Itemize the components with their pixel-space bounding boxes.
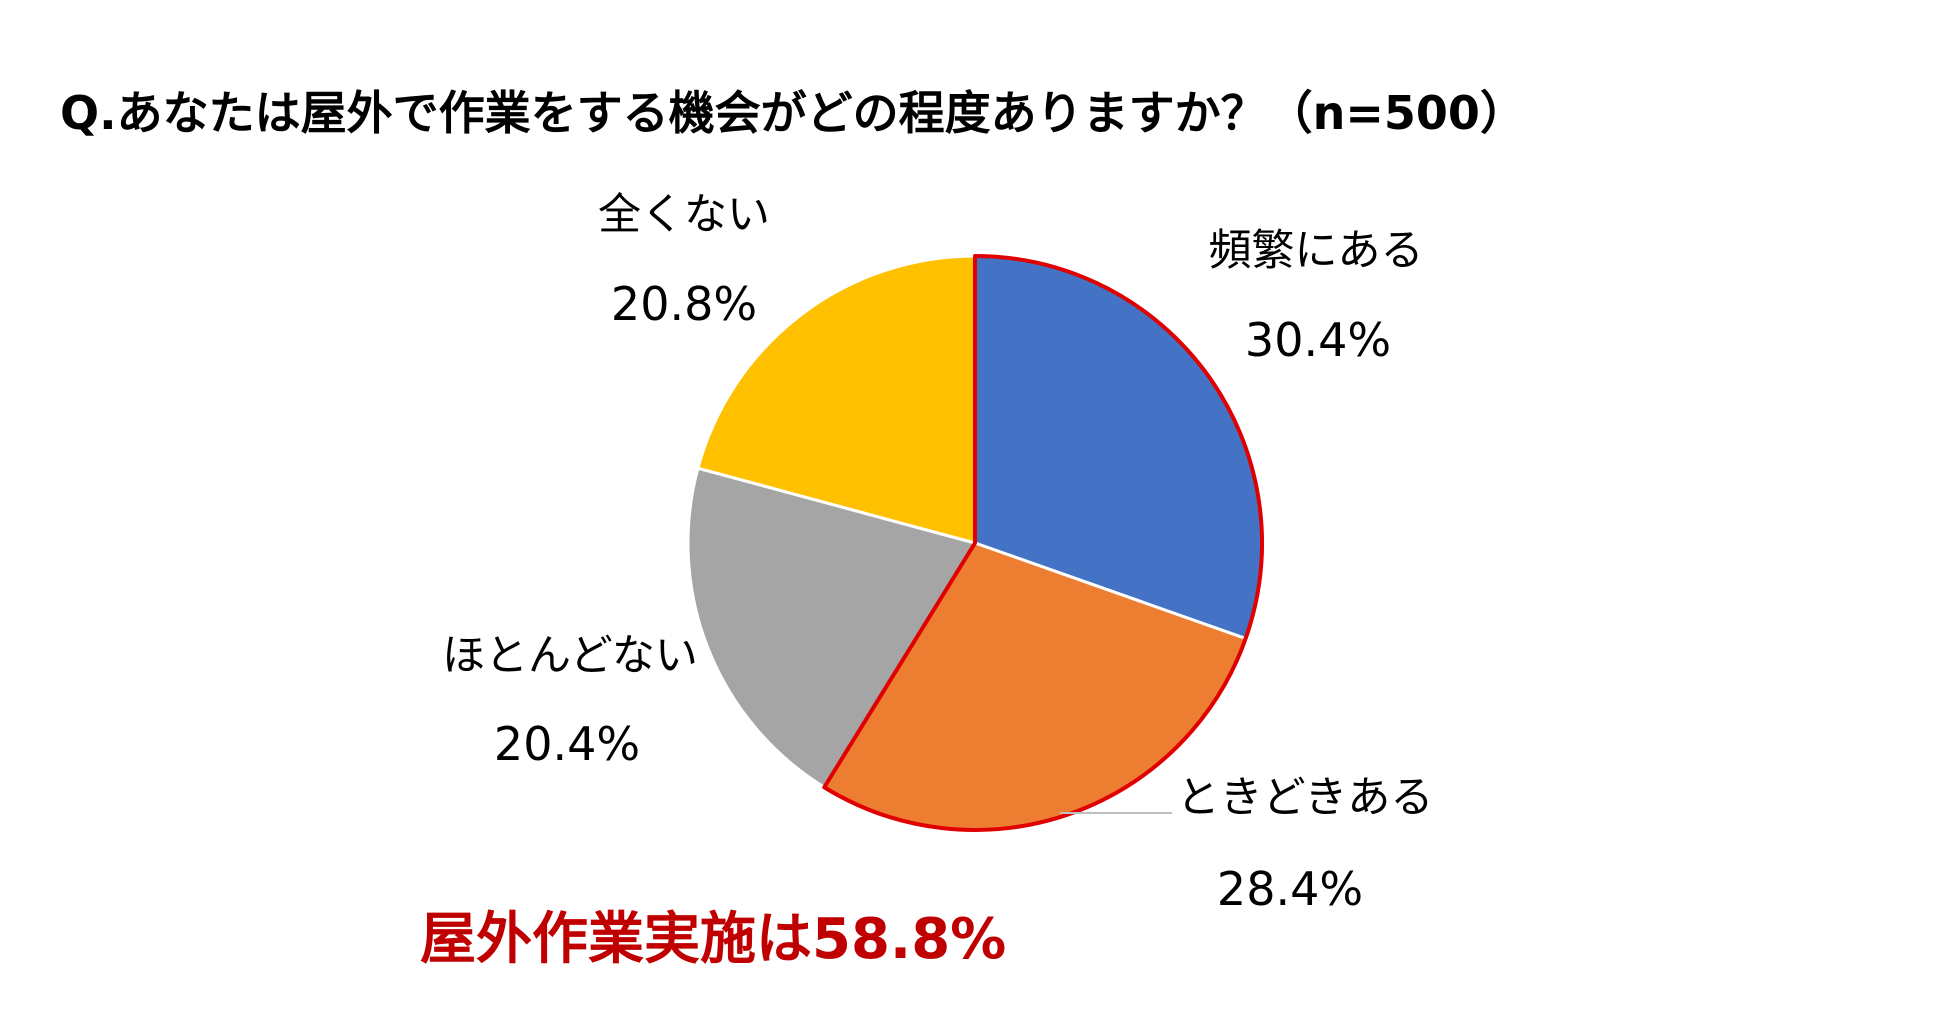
pie-slice-never [696,254,977,545]
summary-annotation: 屋外作業実施は58.8% [420,907,1006,972]
highlight-outline [822,254,1264,832]
slice-label-never: 全くない [598,190,770,240]
slice-label-sometimes: ときどきある [1177,773,1434,823]
slice-value-never: 20.8% [611,277,757,331]
pie-slices [686,254,1264,832]
pie-slice-rarely [686,466,978,790]
slice-label-rarely: ほとんどない [442,631,698,681]
slice-value-sometimes: 28.4% [1217,862,1363,916]
slice-value-frequent: 30.4% [1245,313,1391,367]
slice-label-frequent: 頻繁にある [1209,226,1424,276]
chart-title: Q.あなたは屋外で作業をする機会がどの程度ありますか？（n=500） [60,86,1526,140]
slice-value-rarely: 20.4% [494,717,640,771]
highlight-border [822,254,1264,832]
